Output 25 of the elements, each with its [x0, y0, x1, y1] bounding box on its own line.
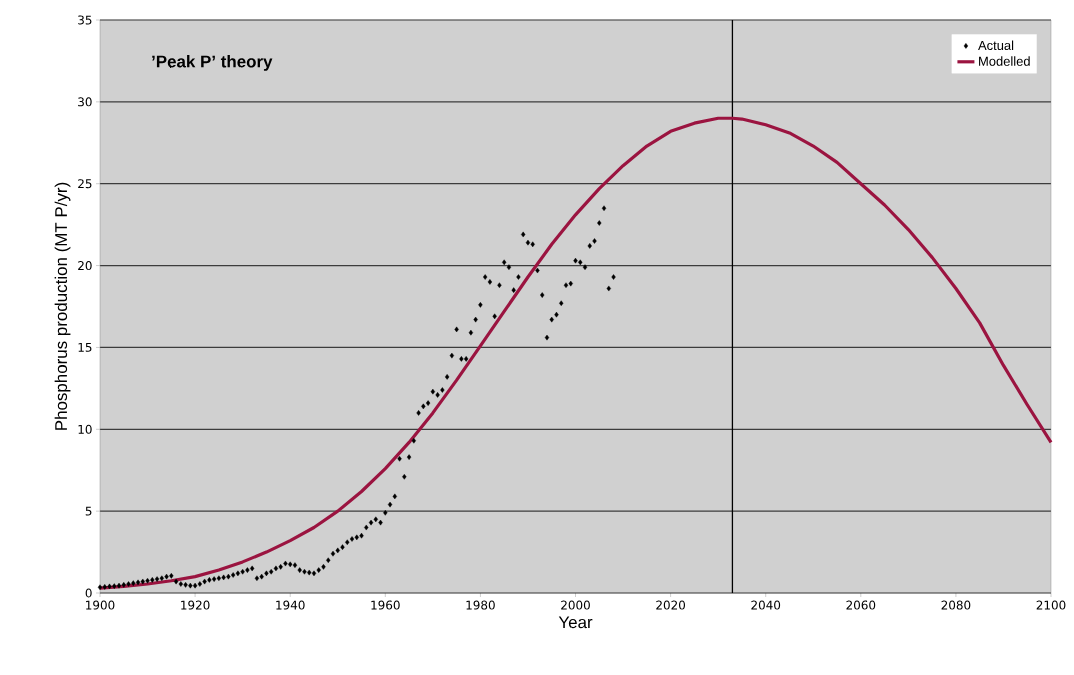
y-tick-label: 30	[78, 97, 92, 107]
y-tick-label: 5	[85, 506, 92, 516]
y-tick-label: 25	[78, 179, 92, 189]
x-tick-label: 2020	[656, 600, 686, 610]
y-tick-label: 15	[78, 342, 92, 352]
x-tick-label: 1980	[466, 600, 495, 610]
x-tick-label: 2100	[1036, 600, 1066, 610]
x-tick-label: 1900	[86, 600, 115, 610]
x-axis-title: Year	[558, 616, 593, 629]
x-tick-label: 2000	[561, 600, 590, 610]
x-tick-label: 2080	[941, 600, 971, 610]
y-tick-label: 20	[78, 261, 92, 271]
y-tick-label: 35	[78, 15, 92, 25]
x-tick-label: 2040	[751, 600, 781, 610]
legend-label: Modelled	[979, 56, 1030, 66]
x-tick-label: 1920	[181, 600, 210, 610]
x-tick-label: 1960	[371, 600, 400, 610]
x-tick-label: 1940	[276, 600, 305, 610]
line-series	[98, 116, 1053, 590]
y-tick-label: 0	[85, 588, 92, 598]
x-tick-label: 2060	[846, 600, 876, 610]
y-axis-title: Phosphorus production (MT P/yr)	[54, 182, 71, 430]
annotation: ’Peak P’ theory	[152, 55, 273, 71]
y-tick-label: 10	[78, 424, 92, 434]
legend-label: Actual	[978, 40, 1014, 50]
